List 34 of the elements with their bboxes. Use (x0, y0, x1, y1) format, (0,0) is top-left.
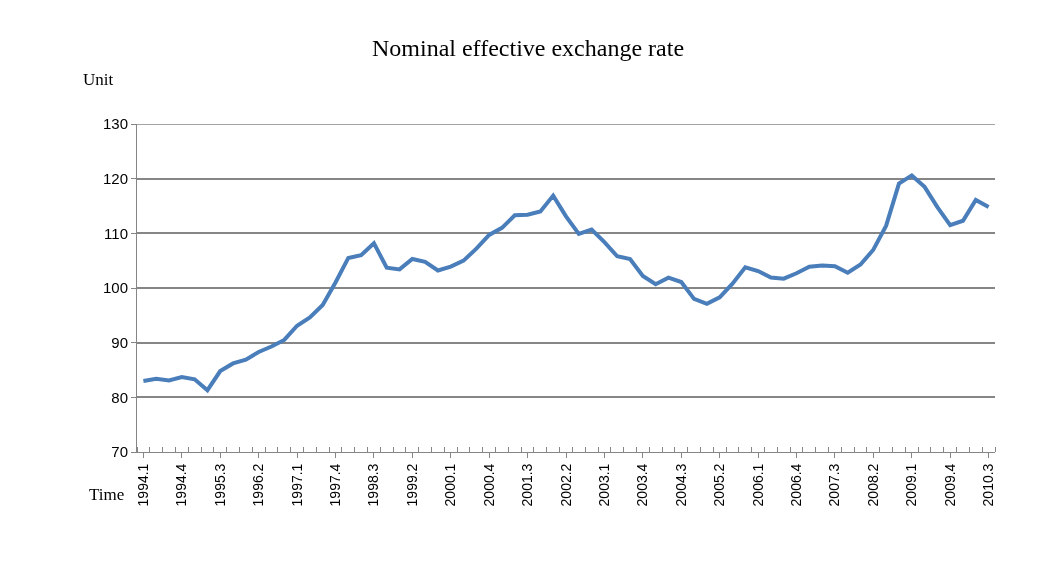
y-tick-label: 80 (111, 388, 128, 406)
x-tick-label: 2010.3 (980, 463, 997, 507)
x-tick-label: 1994.1 (134, 463, 151, 507)
y-tick-label: 100 (102, 279, 128, 297)
x-tick-label: 1998.3 (365, 463, 382, 507)
y-tick-label: 110 (104, 224, 128, 242)
x-tick-label: 1997.4 (327, 463, 344, 507)
x-tick-label: 1996.2 (250, 463, 267, 507)
x-tick-label: 1997.1 (288, 463, 305, 507)
x-tick-label: 2000.4 (480, 463, 497, 507)
x-axis-title: Time (89, 485, 125, 504)
x-tick-label: 2009.1 (903, 463, 920, 507)
x-tick-label: 2003.1 (595, 463, 612, 507)
y-tick-label: 90 (111, 333, 128, 351)
y-tick-label: 120 (102, 169, 128, 187)
x-tick-label: 1995.3 (211, 463, 228, 507)
x-tick-label: 2009.4 (941, 463, 958, 507)
y-axis-title: Unit (83, 70, 114, 89)
x-tick-label: 2000.1 (442, 463, 459, 507)
x-tick-label: 2006.4 (788, 463, 805, 507)
x-tick-label: 2004.3 (672, 463, 689, 507)
x-tick-label: 2007.3 (826, 463, 843, 507)
x-tick-label: 2003.4 (634, 463, 651, 507)
line-series (141, 173, 991, 393)
x-tick-label: 1994.4 (173, 463, 190, 507)
x-tick-label: 1999.2 (403, 463, 420, 507)
x-tick-label: 2005.2 (711, 463, 728, 507)
x-tick-label: 2008.2 (864, 463, 881, 507)
x-tick-label: 2006.1 (749, 463, 766, 507)
y-tick-label: 70 (111, 443, 128, 461)
y-tick-label: 130 (102, 115, 128, 133)
chart-title: Nominal effective exchange rate (371, 35, 685, 62)
x-tick-label: 2002.2 (557, 463, 574, 507)
x-tick-label: 2001.3 (519, 463, 536, 507)
